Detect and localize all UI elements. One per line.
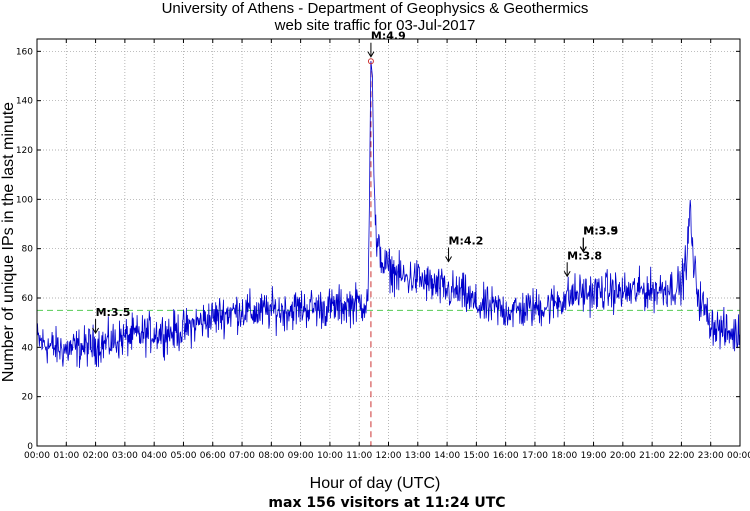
x-tick-label: 13:00	[405, 451, 431, 461]
reference-lines	[37, 61, 740, 446]
quake-label: M:4.9	[371, 30, 406, 43]
x-tick-label: 21:00	[639, 451, 665, 461]
x-tick-label: 03:00	[112, 451, 138, 461]
y-tick-label: 160	[16, 47, 33, 57]
y-tick-label: 140	[16, 97, 33, 107]
chart-subtitle: web site traffic for 03-Jul-2017	[274, 17, 476, 34]
y-tick-label: 100	[16, 195, 33, 205]
x-axis-label: Hour of day (UTC)	[310, 475, 441, 492]
x-tick-label: 18:00	[551, 451, 577, 461]
y-axis-label: Number of unique IPs in the last minute	[0, 102, 17, 382]
x-tick-label: 00:00	[727, 451, 750, 461]
y-tick-label: 0	[27, 442, 33, 452]
quake-label: M:3.5	[583, 225, 618, 238]
quake-arrowhead	[367, 51, 375, 58]
x-tick-label: 17:00	[522, 451, 548, 461]
x-tick-label: 12:00	[376, 451, 402, 461]
max-visitors-note: max 156 visitors at 11:24 UTC	[268, 495, 505, 511]
x-tick-label: 01:00	[53, 451, 79, 461]
y-tick-label: 40	[22, 343, 34, 353]
y-tick-label: 80	[22, 245, 34, 255]
y-tick-label: 120	[16, 146, 33, 156]
x-tick-label: 16:00	[493, 451, 519, 461]
x-tick-label: 22:00	[668, 451, 694, 461]
y-tick-label: 60	[22, 294, 34, 304]
quake-arrowhead	[445, 256, 452, 263]
x-tick-label: 23:00	[698, 451, 724, 461]
grid-lines	[37, 39, 740, 446]
quake-arrowhead	[579, 246, 587, 253]
quake-arrowhead	[563, 271, 571, 278]
chart-title: University of Athens - Department of Geo…	[162, 0, 589, 17]
axis-ticks: 00:00 01:00 02:00 03:00 04:00 05:00 06:00 07:00…	[16, 39, 750, 461]
x-tick-label: 14:00	[434, 451, 460, 461]
x-tick-label: 05:00	[170, 451, 196, 461]
y-tick-label: 20	[22, 393, 34, 403]
x-tick-label: 06:00	[200, 451, 226, 461]
x-tick-label: 02:00	[83, 451, 109, 461]
quake-label: M:3.8	[567, 249, 602, 262]
quake-label: M:3.9	[583, 225, 618, 238]
traffic-series-line	[36, 61, 741, 369]
x-tick-label: 15:00	[463, 451, 489, 461]
series-lines	[36, 58, 741, 369]
quake-label: M:4.2	[449, 234, 484, 247]
x-tick-label: 00:00	[24, 451, 50, 461]
x-tick-label: 20:00	[610, 451, 636, 461]
x-tick-label: 11:00	[346, 451, 372, 461]
x-tick-label: 09:00	[288, 451, 314, 461]
quake-label: M:3.5	[96, 306, 131, 319]
x-tick-label: 04:00	[141, 451, 167, 461]
quake-arrowhead	[92, 327, 100, 334]
x-tick-label: 07:00	[229, 451, 255, 461]
x-tick-label: 08:00	[258, 451, 284, 461]
max-point-marker	[367, 58, 374, 65]
x-tick-label: 19:00	[581, 451, 607, 461]
x-tick-label: 10:00	[317, 451, 343, 461]
earthquake-annotations: M:3.5M:4.9M:4.2M:3.8M:3.9M:3.5	[92, 30, 618, 334]
